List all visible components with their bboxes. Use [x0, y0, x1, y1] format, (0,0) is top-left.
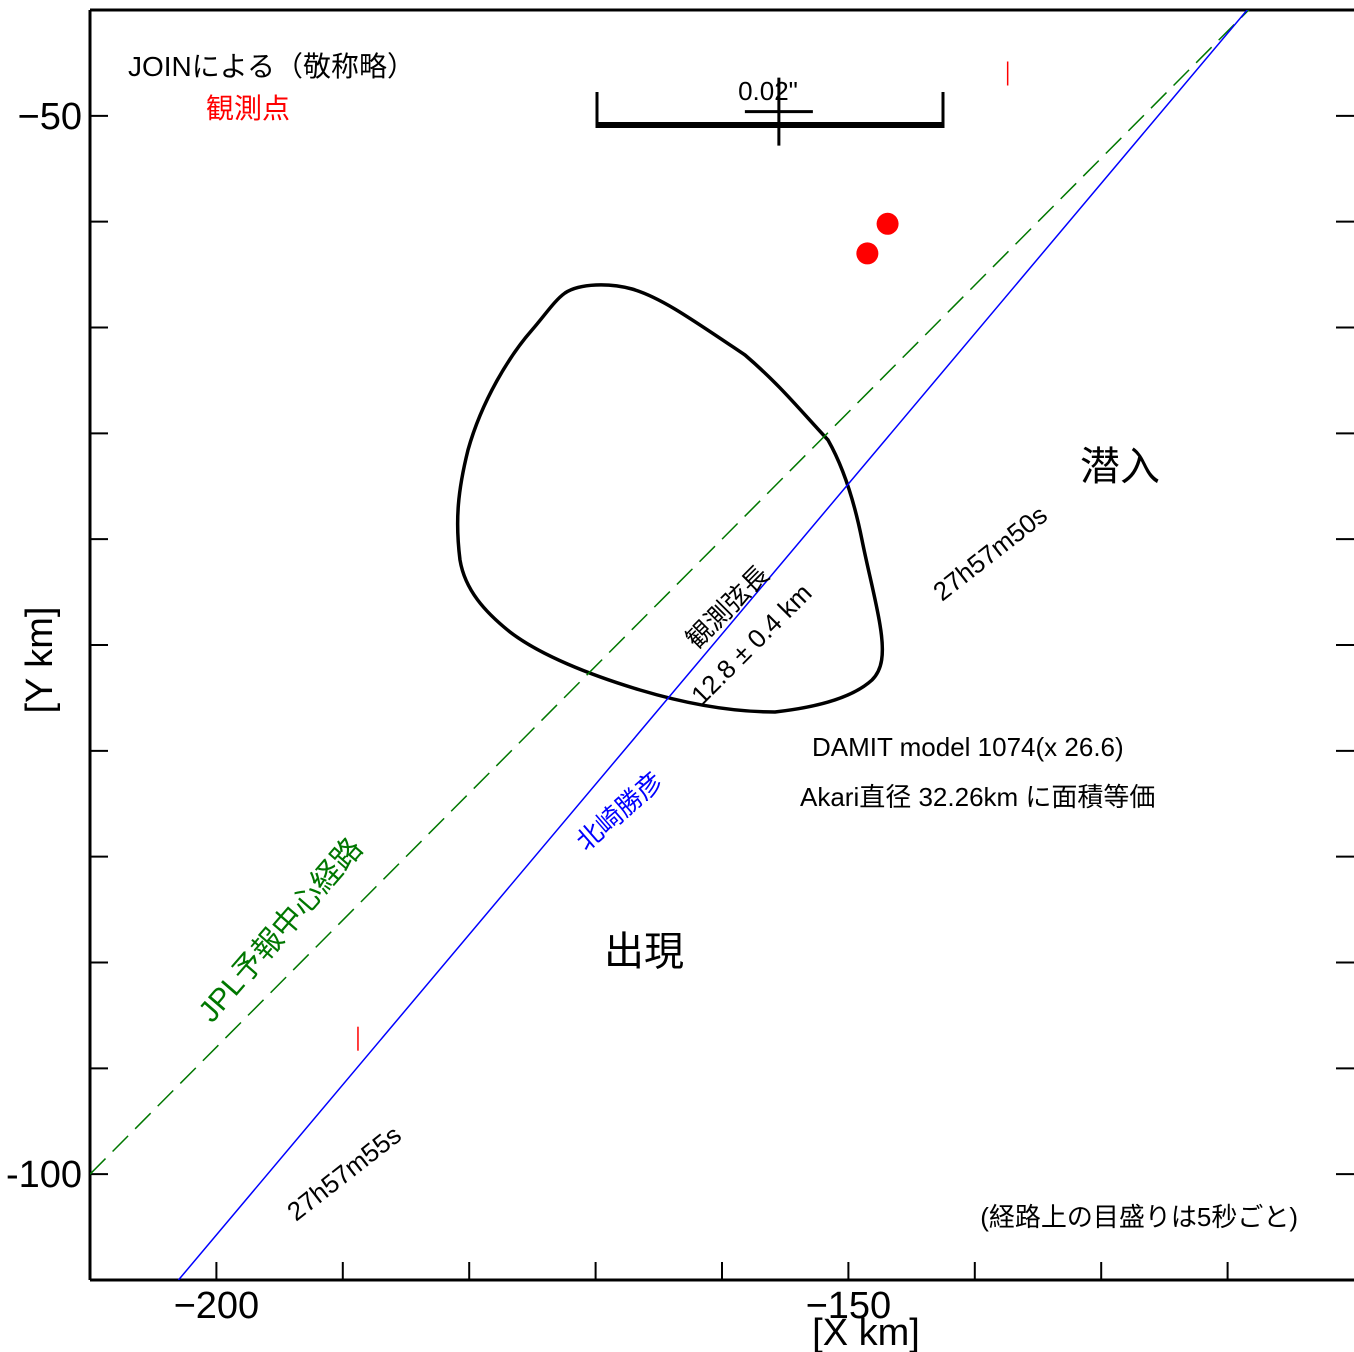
observation-point-reappear	[856, 242, 879, 265]
header-line2: 観測点	[206, 93, 290, 124]
disappear-label: 潜入	[1080, 445, 1160, 489]
tick-marks	[90, 114, 1354, 1280]
time-label-50s: 27h57m50s	[927, 499, 1053, 606]
tick-interval-note: (経路上の目盛りは5秒ごと)	[980, 1202, 1298, 1232]
reappear-label: 出現	[604, 930, 684, 974]
plot-frame	[88, 8, 1354, 1282]
x-tick-label-minus-150: −150	[806, 1285, 892, 1327]
series-label-jpl: JPL予報中心経路	[192, 832, 369, 1029]
scale-bar-label: 0.02"	[738, 76, 798, 106]
center-cross-marker	[744, 77, 813, 146]
observer-kitazaki-path	[177, 10, 1249, 1280]
asteroid-shape-outline	[455, 283, 885, 714]
header-line1: JOINによる（敬称略）	[128, 51, 415, 82]
scale-bar	[595, 92, 945, 128]
y-axis-label: [Y km]	[19, 607, 61, 714]
jpl-predicted-center-path	[90, 10, 1250, 1175]
model-note-line2: Akari直径 32.26km に面積等価	[800, 782, 1155, 812]
series-label-kitazaki: 北崎勝彦	[570, 766, 668, 857]
model-note-line1: DAMIT model 1074(x 26.6)	[812, 732, 1124, 762]
x-axis-label: [X km]	[812, 1312, 920, 1352]
observation-point-disappear	[876, 212, 899, 235]
x-tick-label-minus-200: −200	[174, 1285, 260, 1327]
y-tick-label-minus-100: -100	[6, 1154, 82, 1196]
y-tick-label-minus-50: −50	[18, 96, 82, 138]
